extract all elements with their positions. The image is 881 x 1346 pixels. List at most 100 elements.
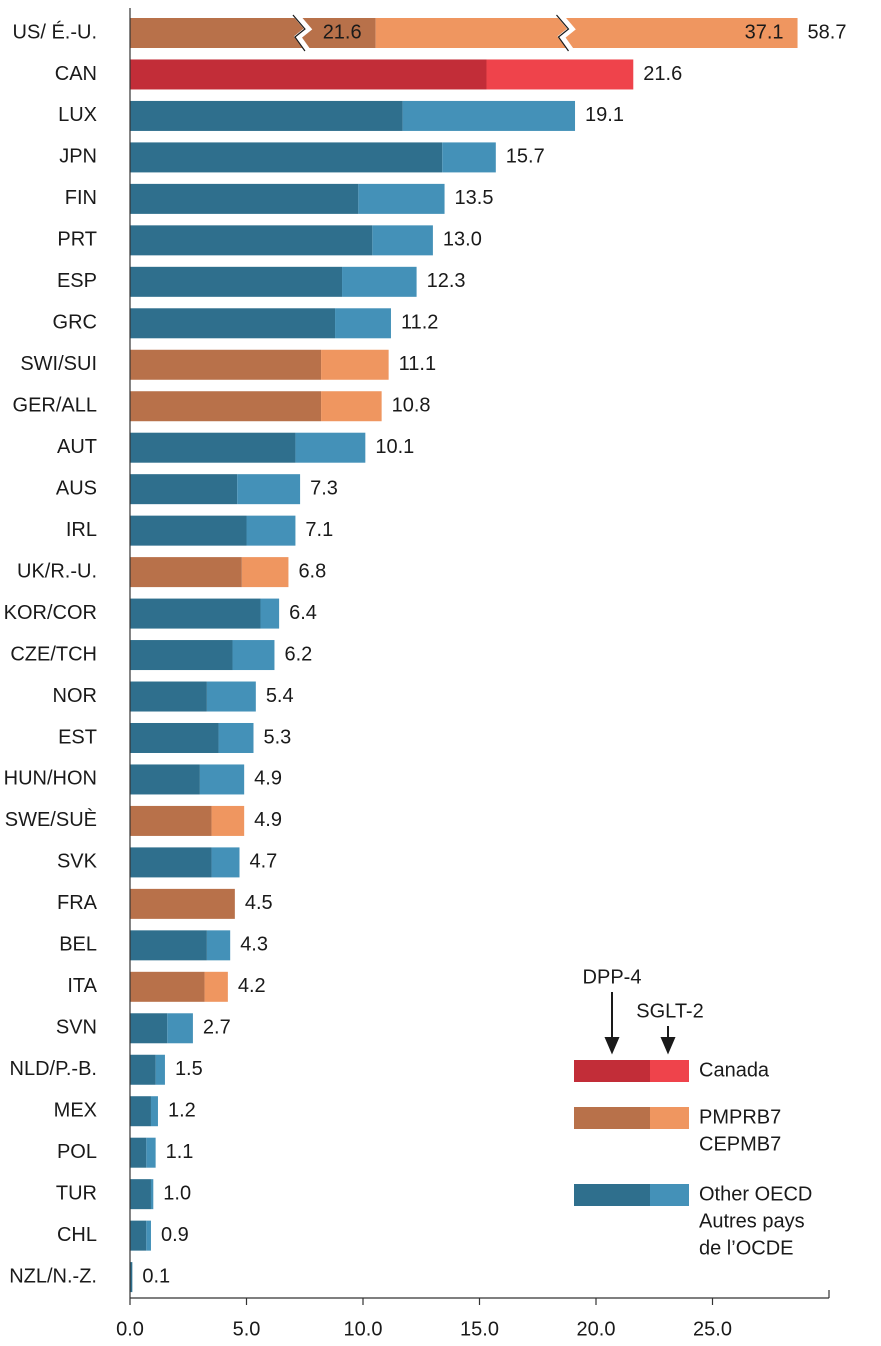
bar-segment <box>130 1137 147 1168</box>
y-tick-label: HUN/HON <box>4 768 97 790</box>
total-label: 4.5 <box>245 892 273 914</box>
y-tick-label: FIN <box>65 187 97 209</box>
legend-label: PMPRB7 <box>699 1106 781 1128</box>
bar-segment <box>260 598 280 629</box>
bar-segment <box>130 225 373 256</box>
total-label: 10.1 <box>375 436 414 458</box>
y-tick-label: NLD/P.-B. <box>10 1058 97 1080</box>
bar-segment <box>241 557 289 588</box>
bar-segment <box>130 59 487 90</box>
y-tick-label: SVK <box>57 851 98 873</box>
bar-segment <box>321 349 389 380</box>
total-label: 6.2 <box>284 643 312 665</box>
total-label: 4.9 <box>254 809 282 831</box>
total-label: 4.7 <box>250 851 278 873</box>
axis-break <box>557 13 576 53</box>
legend-label: Other OECD <box>699 1183 812 1205</box>
y-tick-label: POL <box>57 1141 97 1163</box>
total-label: 11.1 <box>399 353 436 375</box>
y-tick-label: FRA <box>57 892 98 914</box>
y-tick-label: PRT <box>57 229 97 251</box>
bar-segment <box>237 474 301 505</box>
bar-segment <box>130 722 219 753</box>
x-tick-label: 10.0 <box>344 1318 383 1340</box>
bar-segment <box>130 1179 151 1210</box>
y-tick-label: ITA <box>67 975 97 997</box>
x-tick-label: 15.0 <box>460 1318 499 1340</box>
bar-segment <box>442 142 496 173</box>
bar-segment <box>130 805 212 836</box>
legend-label: CEPMB7 <box>699 1133 781 1155</box>
y-tick-label: BEL <box>59 934 97 956</box>
total-label: 1.1 <box>166 1141 194 1163</box>
total-label: 4.9 <box>254 768 282 790</box>
y-tick-label: TUR <box>56 1182 97 1204</box>
total-label: 5.4 <box>266 685 294 707</box>
bar-segment <box>372 225 433 256</box>
bar-segment <box>130 515 247 546</box>
total-label: 58.7 <box>808 21 847 43</box>
total-label: 1.5 <box>175 1058 203 1080</box>
y-tick-label: SWI/SUI <box>20 353 97 375</box>
bar-segment <box>130 142 443 173</box>
bar-segment <box>130 183 359 214</box>
y-tick-label: ESP <box>57 270 97 292</box>
legend-series: DPP-4 <box>583 966 642 988</box>
legend-series: SGLT-2 <box>636 1000 703 1022</box>
bar-segment <box>130 640 233 671</box>
bar-segment <box>130 1220 147 1251</box>
x-tick-label: 25.0 <box>693 1318 732 1340</box>
bar-segment <box>130 308 336 339</box>
y-tick-label: JPN <box>59 146 97 168</box>
y-tick-label: US/ É.-U. <box>13 20 97 43</box>
total-label: 4.2 <box>238 975 266 997</box>
bar-segment <box>130 681 207 712</box>
total-label: 11.2 <box>401 312 438 334</box>
segment-label: 37.1 <box>745 21 784 43</box>
total-label: 13.0 <box>443 229 482 251</box>
legend-arrows <box>604 992 676 1055</box>
total-label: 1.2 <box>168 1100 196 1122</box>
total-label: 21.6 <box>643 63 682 85</box>
legend-swatch <box>650 1107 689 1129</box>
bar-segment <box>130 1262 133 1293</box>
axis-break-line <box>556 14 570 52</box>
total-label: 12.3 <box>427 270 466 292</box>
bar-segment <box>342 266 417 297</box>
bar-segment <box>130 888 235 919</box>
total-label: 7.3 <box>310 477 338 499</box>
total-label: 2.7 <box>203 1017 231 1039</box>
bar-segment <box>375 18 798 48</box>
legend-swatch <box>574 1107 650 1129</box>
bar-segment <box>218 722 254 753</box>
bar-segment <box>150 1096 158 1127</box>
legend-label: Canada <box>699 1059 770 1081</box>
bar-segment <box>130 100 403 131</box>
bar-segment <box>130 266 343 297</box>
y-tick-label: SVN <box>56 1017 97 1039</box>
x-tick-label: 20.0 <box>577 1318 616 1340</box>
total-label: 19.1 <box>585 104 624 126</box>
total-label: 15.7 <box>506 146 545 168</box>
y-tick-label: GER/ALL <box>13 395 97 417</box>
legend-swatch <box>650 1060 689 1082</box>
bar-segment <box>146 1220 151 1251</box>
bar-segment <box>130 971 205 1002</box>
y-tick-label: NOR <box>53 685 97 707</box>
y-tick-label: SWE/SUÈ <box>5 808 97 831</box>
y-tick-label: NZL/N.-Z. <box>9 1265 97 1287</box>
total-label: 0.1 <box>142 1265 170 1287</box>
legend-label: de l’OCDE <box>699 1237 793 1259</box>
y-tick-label: IRL <box>66 519 97 541</box>
bar-segment <box>130 764 200 795</box>
bar-segment <box>130 432 296 463</box>
bar-segment <box>167 1013 193 1044</box>
y-tick-label: CZE/TCH <box>10 643 97 665</box>
bar-segment <box>130 349 322 380</box>
total-label: 0.9 <box>161 1224 189 1246</box>
total-label: 6.4 <box>289 602 317 624</box>
arrow-head <box>604 1037 620 1055</box>
bar-segment <box>206 930 231 961</box>
